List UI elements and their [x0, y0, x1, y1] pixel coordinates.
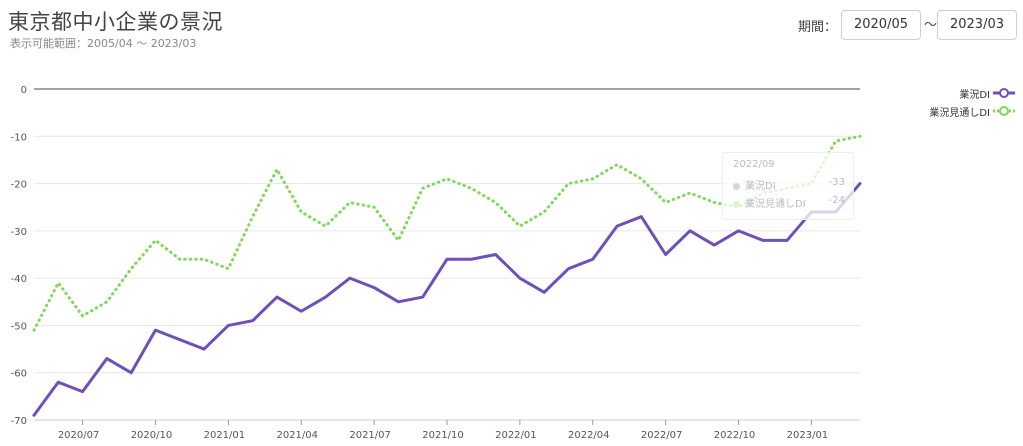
y-tick-label: -10 — [11, 132, 27, 143]
y-tick-label: -30 — [11, 227, 27, 238]
x-tick-label: 2022/01 — [495, 430, 537, 441]
period-to-input[interactable]: 2023/03 — [937, 10, 1017, 40]
series-dot-icon — [733, 182, 740, 190]
y-tick-label: -20 — [11, 180, 27, 191]
tooltip-label: 業況DI — [745, 181, 776, 192]
period-label: 期間： — [798, 20, 838, 35]
x-tick-label: 2020/10 — [131, 430, 173, 441]
tooltip-value: -33 — [828, 177, 845, 188]
series-dot-icon — [733, 200, 740, 208]
x-tick-label: 2023/01 — [787, 430, 829, 441]
x-tick-label: 2021/04 — [276, 430, 318, 441]
x-tick-label: 2021/10 — [422, 430, 464, 441]
y-tick-label: 0 — [21, 85, 27, 96]
tooltip-label: 業況見通しDI — [745, 199, 806, 210]
page-title: 東京都中小企業の景況 — [8, 10, 223, 34]
x-tick-label: 2022/04 — [568, 430, 610, 441]
y-tick-label: -50 — [11, 321, 27, 332]
tooltip-row: 業況見通しDI -24 — [733, 195, 845, 210]
x-tick-label: 2021/01 — [204, 430, 246, 441]
chart-tooltip: 2022/09 業況DI -33 業況見通しDI -24 — [722, 152, 854, 220]
tooltip-value: -24 — [828, 195, 845, 206]
x-tick-label: 2021/07 — [349, 430, 391, 441]
y-tick-label: -70 — [11, 416, 27, 427]
tooltip-title: 2022/09 — [733, 159, 775, 170]
available-range-text: 表示可能範囲：2005/04 ～ 2023/03 — [10, 37, 197, 50]
tooltip-row: 業況DI -33 — [733, 177, 845, 192]
series-line-outlook-di — [32, 134, 862, 332]
x-tick-label: 2020/07 — [58, 430, 100, 441]
period-from-input[interactable]: 2020/05 — [841, 10, 921, 40]
y-tick-label: -40 — [11, 274, 27, 285]
legend-dotted-marker-icon — [993, 106, 1015, 116]
legend-label: 業況DI — [959, 89, 990, 101]
legend-item-business-di[interactable]: 業況DI — [929, 84, 1015, 102]
legend-line-marker-icon — [993, 88, 1015, 98]
chart-legend: 業況DI 業況見通しDI — [929, 84, 1015, 120]
legend-item-outlook-di[interactable]: 業況見通しDI — [929, 102, 1015, 120]
legend-label: 業況見通しDI — [929, 107, 990, 119]
series-line-business-di — [32, 182, 862, 417]
x-tick-label: 2022/07 — [641, 430, 683, 441]
y-tick-label: -60 — [11, 369, 27, 380]
x-tick-label: 2022/10 — [714, 430, 756, 441]
period-separator: ～ — [924, 18, 938, 33]
